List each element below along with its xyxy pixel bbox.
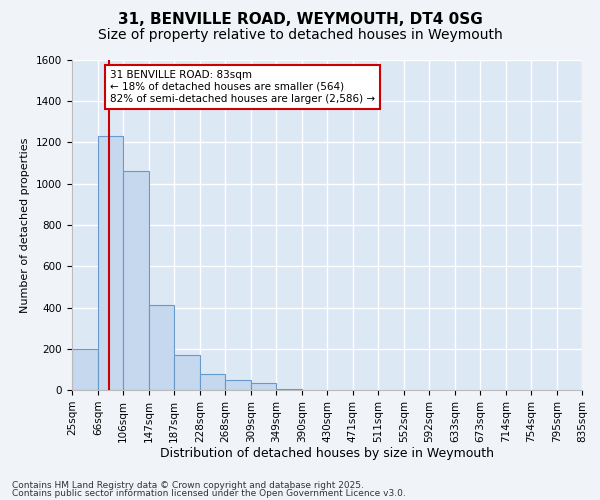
Text: Contains HM Land Registry data © Crown copyright and database right 2025.: Contains HM Land Registry data © Crown c…: [12, 481, 364, 490]
Text: 31 BENVILLE ROAD: 83sqm
← 18% of detached houses are smaller (564)
82% of semi-d: 31 BENVILLE ROAD: 83sqm ← 18% of detache…: [110, 70, 375, 104]
Bar: [251, 383, 276, 390]
Text: Contains public sector information licensed under the Open Government Licence v3: Contains public sector information licen…: [12, 488, 406, 498]
Bar: [174, 355, 200, 390]
Bar: [123, 172, 149, 390]
Bar: [276, 389, 302, 390]
Bar: [200, 374, 225, 390]
Y-axis label: Number of detached properties: Number of detached properties: [20, 138, 31, 312]
Text: 31, BENVILLE ROAD, WEYMOUTH, DT4 0SG: 31, BENVILLE ROAD, WEYMOUTH, DT4 0SG: [118, 12, 482, 28]
Bar: [72, 349, 98, 390]
Bar: [225, 380, 251, 390]
Text: Size of property relative to detached houses in Weymouth: Size of property relative to detached ho…: [98, 28, 502, 42]
X-axis label: Distribution of detached houses by size in Weymouth: Distribution of detached houses by size …: [160, 448, 494, 460]
Bar: [149, 306, 174, 390]
Bar: [98, 136, 123, 390]
